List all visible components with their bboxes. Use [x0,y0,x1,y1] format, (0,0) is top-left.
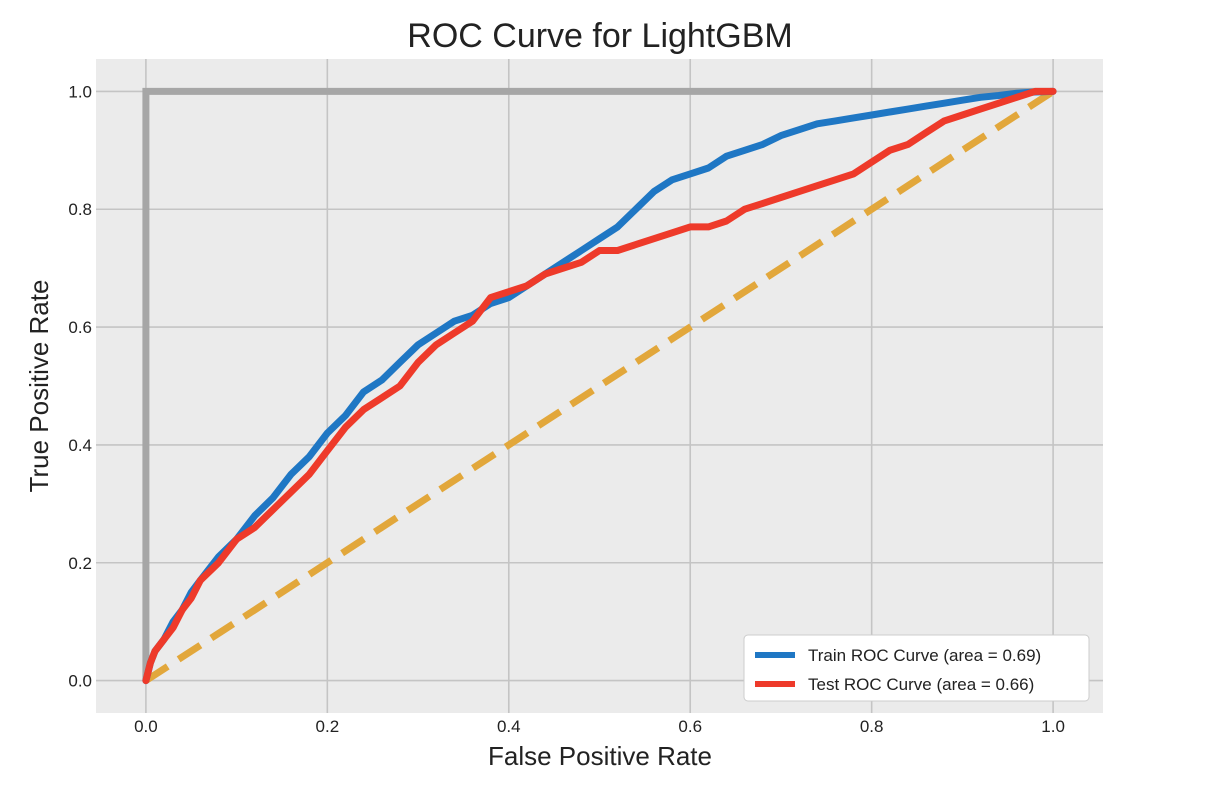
x-tick-label: 0.6 [678,717,702,736]
y-tick-label: 0.6 [68,318,92,337]
y-tick-label: 0.2 [68,554,92,573]
x-tick-label: 1.0 [1041,717,1065,736]
x-tick-label: 0.2 [316,717,340,736]
y-axis-label: True Positive Rate [24,280,54,493]
y-tick-label: 1.0 [68,82,92,101]
legend-test-label: Test ROC Curve (area = 0.66) [808,675,1034,694]
series-lines [142,87,1057,685]
y-tick-label: 0.0 [68,672,92,691]
chart-title: ROC Curve for LightGBM [407,17,792,55]
legend: Train ROC Curve (area = 0.69) Test ROC C… [743,634,1090,702]
test-roc-line [142,87,1057,685]
x-axis-label: False Positive Rate [488,741,712,771]
x-tick-label: 0.0 [134,717,158,736]
grid-lines [96,59,1103,713]
x-tick-label: 0.4 [497,717,521,736]
y-tick-label: 0.8 [68,200,92,219]
chance-line [143,88,1056,684]
legend-train-label: Train ROC Curve (area = 0.69) [808,646,1041,665]
legend-box [743,634,1090,702]
tick-labels: 0.0 0.2 0.4 0.6 0.8 1.0 0.0 0.2 0.4 0.6 0.8 1.0 [68,82,1065,736]
y-tick-label: 0.4 [68,436,92,455]
perfect-classifier-line [142,87,1054,681]
x-tick-label: 0.8 [860,717,884,736]
